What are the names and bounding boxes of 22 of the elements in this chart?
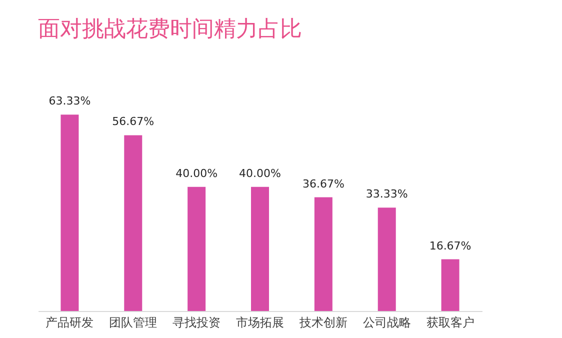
chart-title: 面对挑战花费时间精力占比 bbox=[38, 17, 302, 42]
bar bbox=[378, 208, 396, 311]
data-label: 36.67% bbox=[302, 177, 344, 190]
bar bbox=[124, 135, 142, 311]
x-tick-label: 获取客户 bbox=[426, 316, 474, 330]
data-label: 40.00% bbox=[176, 166, 218, 180]
data-label: 63.33% bbox=[48, 94, 91, 108]
bar bbox=[441, 259, 460, 311]
data-label: 33.33% bbox=[366, 188, 408, 201]
x-tick-label: 技术创新 bbox=[298, 316, 348, 330]
x-tick-label: 公司战略 bbox=[362, 316, 411, 330]
bar bbox=[314, 197, 332, 311]
x-tick-label: 市场拓展 bbox=[236, 316, 284, 330]
x-tick-label: 团队管理 bbox=[109, 316, 158, 330]
bar bbox=[251, 186, 269, 311]
bar bbox=[188, 186, 206, 311]
data-label: 16.67% bbox=[429, 239, 472, 252]
data-label: 56.67% bbox=[112, 115, 154, 128]
bar bbox=[60, 114, 79, 311]
data-label: 40.00% bbox=[239, 166, 281, 180]
x-tick-label: 产品研发 bbox=[46, 316, 94, 330]
x-tick-label: 寻找投资 bbox=[172, 316, 221, 330]
